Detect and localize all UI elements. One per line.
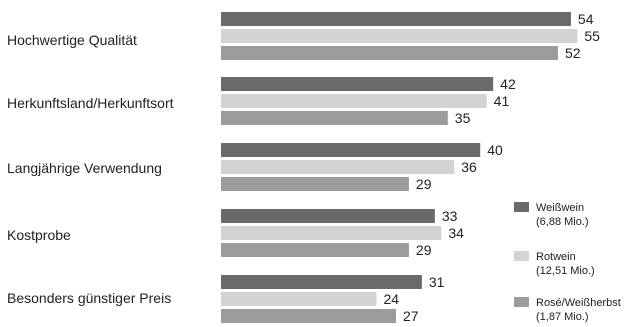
- value-label-5-1: 31: [429, 274, 445, 290]
- category-labels: Hochwertige Qualität Herkunftsland/Herku…: [7, 32, 174, 306]
- category-label-4: Kostprobe: [7, 227, 71, 243]
- bar-4-2: [221, 226, 442, 240]
- legend-label-3: Rosé/Weißherbst: [536, 297, 621, 309]
- legend-swatch-3: [514, 297, 529, 307]
- bar-2-1: [221, 77, 494, 91]
- legend-sublabel-2: (12,51 Mio.): [536, 265, 595, 277]
- legend-sublabel-3: (1,87 Mio.): [536, 311, 589, 323]
- value-label-3-3: 29: [416, 176, 432, 192]
- legend-label-1: Weißwein: [536, 202, 584, 214]
- value-label-1-3: 52: [565, 45, 581, 61]
- value-label-1-2: 55: [584, 28, 600, 44]
- legend: Weißwein (6,88 Mio.) Rotwein (12,51 Mio.) Ro…: [514, 202, 621, 323]
- value-label-4-1: 33: [442, 208, 458, 224]
- value-label-2-1: 42: [500, 76, 516, 92]
- value-label-2-2: 41: [494, 93, 510, 109]
- bar-2-3: [221, 111, 448, 125]
- bar-1-3: [221, 46, 558, 60]
- value-label-5-3: 27: [403, 308, 419, 324]
- value-label-1-1: 54: [578, 11, 594, 27]
- value-label-3-2: 36: [461, 159, 477, 175]
- value-label-4-2: 34: [448, 225, 464, 241]
- bar-4-3: [221, 243, 409, 257]
- bar-5-2: [221, 292, 377, 306]
- bar-1-2: [221, 29, 578, 43]
- bar-5-1: [221, 275, 422, 289]
- bar-2-2: [221, 94, 487, 108]
- bar-3-1: [221, 143, 481, 157]
- bar-4-1: [221, 209, 435, 223]
- legend-sublabel-1: (6,88 Mio.): [536, 216, 589, 228]
- value-label-3-1: 40: [487, 142, 503, 158]
- legend-swatch-2: [514, 251, 529, 261]
- legend-swatch-1: [514, 202, 529, 212]
- legend-label-2: Rotwein: [536, 251, 576, 263]
- category-label-3: Langjährige Verwendung: [7, 160, 162, 176]
- bar-1-1: [221, 12, 571, 26]
- bar-3-3: [221, 177, 409, 191]
- bar-3-2: [221, 160, 455, 174]
- category-label-2: Herkunftsland/Herkunftsort: [7, 95, 174, 111]
- category-label-1: Hochwertige Qualität: [7, 32, 137, 48]
- bar-5-3: [221, 309, 396, 323]
- bars-group: [221, 12, 578, 323]
- value-label-4-3: 29: [416, 242, 432, 258]
- value-label-5-2: 24: [384, 291, 400, 307]
- category-label-5: Besonders günstiger Preis: [7, 290, 171, 306]
- value-label-2-3: 35: [455, 110, 471, 126]
